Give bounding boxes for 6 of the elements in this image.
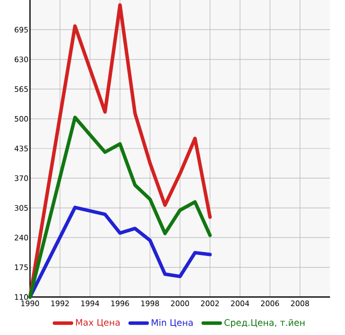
legend-label: Сред.Цена, т.йен bbox=[224, 319, 304, 328]
legend-label: Min Цена bbox=[152, 319, 193, 328]
line-series bbox=[28, 3, 212, 299]
line-series bbox=[28, 206, 212, 299]
legend-label: Max Цена bbox=[76, 319, 120, 328]
line-series bbox=[28, 116, 212, 299]
